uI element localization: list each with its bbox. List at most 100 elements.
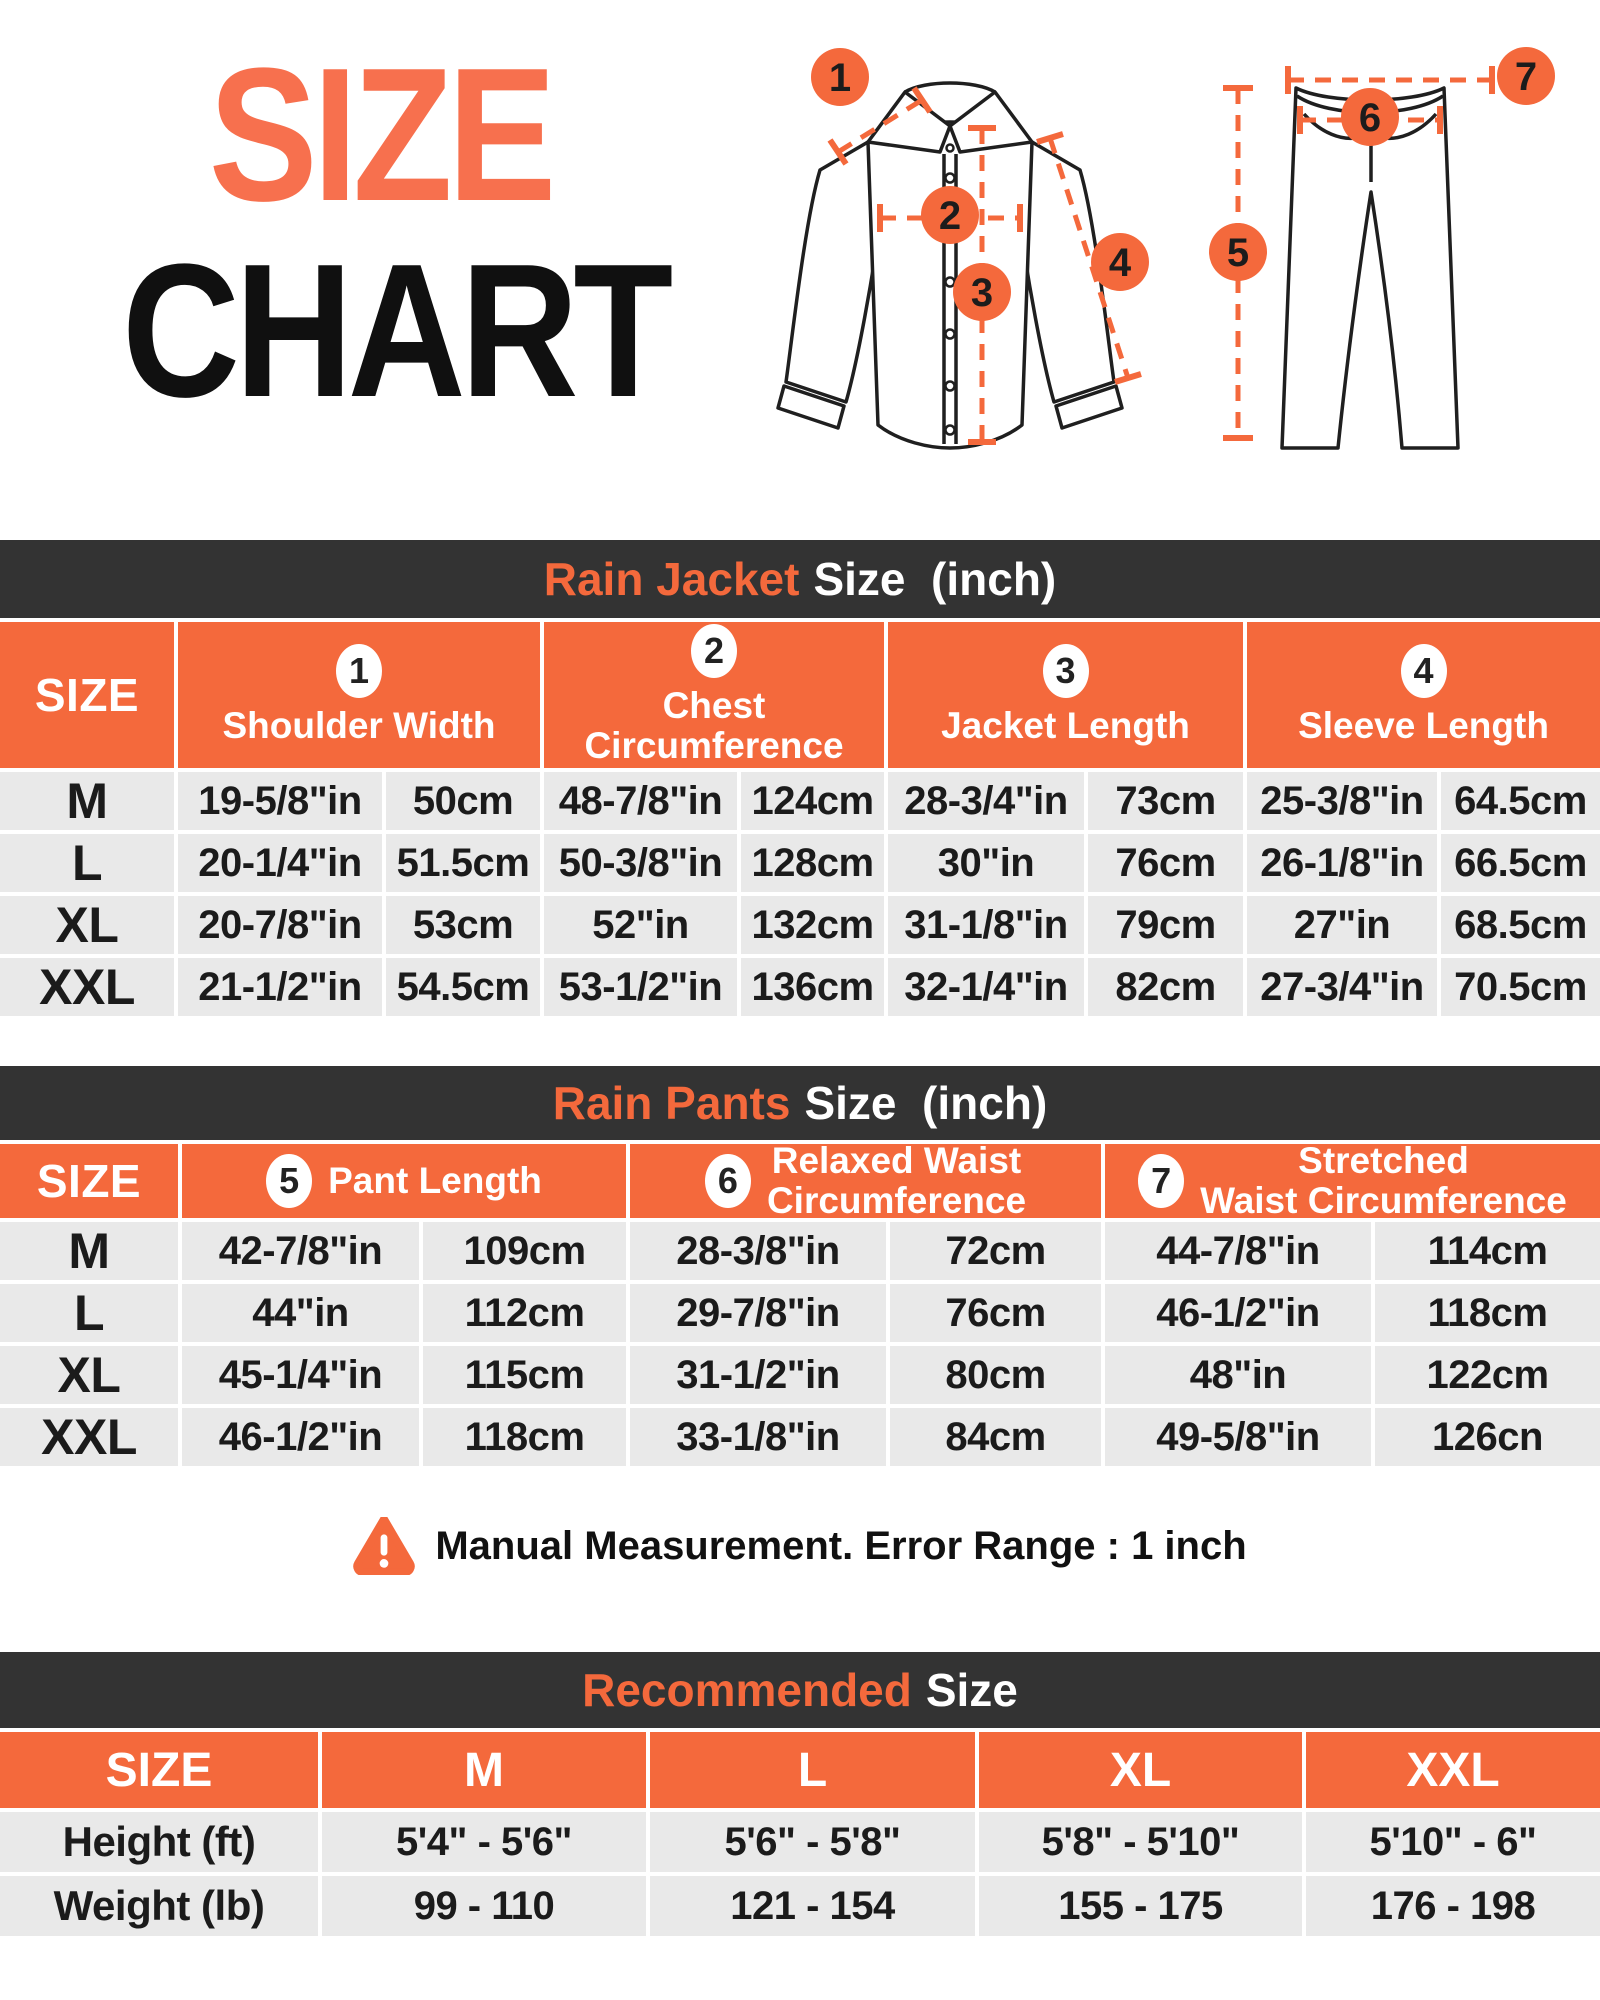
value-cell: 76cm <box>890 1284 1101 1342</box>
column-number-badge: 3 <box>1042 644 1089 699</box>
warning-text: Manual Measurement. Error Range : 1 inch <box>435 1523 1247 1568</box>
marker-circle-5: 5 <box>1209 223 1267 281</box>
value-cell: 76cm <box>1088 834 1243 892</box>
value-cell: 32-1/4"in <box>888 958 1084 1016</box>
value-cell: 70.5cm <box>1441 958 1600 1016</box>
value-cell: 21-1/2"in <box>178 958 382 1016</box>
jacket-table-body: M 19-5/8"in 50cm 48-7/8"in 124cm 28-3/4"… <box>0 772 1600 1016</box>
column-label: Sleeve Length <box>1298 705 1549 747</box>
title-word-chart: CHART <box>122 225 673 437</box>
value-cell: 48-7/8"in <box>544 772 737 830</box>
column-number-badge: 5 <box>266 1154 313 1208</box>
column-number-badge: 1 <box>336 644 382 699</box>
recommended-size-column-label: SIZE <box>0 1732 318 1808</box>
value-cell: 28-3/4"in <box>888 772 1084 830</box>
pants-size-section: Rain Pants Size (inch) SIZE 5 Pant Lengt… <box>0 1066 1600 1466</box>
marker-circle-2: 2 <box>921 186 979 244</box>
value-cell: 28-3/8"in <box>630 1222 886 1280</box>
stretched-waist-measure-line <box>1285 66 1495 94</box>
shoulder-measure-line <box>827 86 933 166</box>
size-cell: XXL <box>0 1408 178 1466</box>
length-measure-line <box>968 125 996 445</box>
size-cell: XL <box>0 896 174 954</box>
value-cell: 19-5/8"in <box>178 772 382 830</box>
value-cell: 33-1/8"in <box>630 1408 886 1466</box>
jacket-column-sleeve: 4 Sleeve Length <box>1247 622 1600 768</box>
value-cell: 27-3/4"in <box>1247 958 1437 1016</box>
value-cell: 20-7/8"in <box>178 896 382 954</box>
sleeve-measure-line <box>1036 131 1142 385</box>
jacket-size-column-label: SIZE <box>0 622 174 768</box>
jacket-header-rest: Size (inch) <box>813 553 1057 605</box>
value-cell: 30"in <box>888 834 1084 892</box>
marker-circle-7: 7 <box>1497 47 1555 105</box>
size-cell: L <box>0 1284 178 1342</box>
svg-text:2: 2 <box>939 194 961 238</box>
value-cell: 44"in <box>182 1284 419 1342</box>
jacket-section-header: Rain Jacket Size (inch) <box>0 540 1600 618</box>
value-cell: 50cm <box>386 772 540 830</box>
row-label-cell: Weight (lb) <box>0 1876 318 1936</box>
shirt-markers: 1 2 3 4 <box>811 48 1149 321</box>
size-cell: XXL <box>0 958 174 1016</box>
value-cell: 112cm <box>423 1284 626 1342</box>
value-cell: 20-1/4"in <box>178 834 382 892</box>
column-label: Chest Circumference <box>584 685 844 766</box>
value-cell: 5'4" - 5'6" <box>322 1812 646 1872</box>
value-cell: 84cm <box>890 1408 1101 1466</box>
value-cell: 99 - 110 <box>322 1876 646 1936</box>
value-cell: 54.5cm <box>386 958 540 1016</box>
value-cell: 132cm <box>741 896 884 954</box>
recommended-table-header-row: SIZE M L XL XXL <box>0 1732 1600 1808</box>
page-title: SIZE CHART <box>80 40 680 426</box>
marker-circle-1: 1 <box>811 48 869 106</box>
recommended-column-xxl: XXL <box>1306 1732 1600 1808</box>
value-cell: 136cm <box>741 958 884 1016</box>
value-cell: 49-5/8"in <box>1105 1408 1371 1466</box>
size-cell: XL <box>0 1346 178 1404</box>
value-cell: 118cm <box>1375 1284 1600 1342</box>
measurement-warning: Manual Measurement. Error Range : 1 inch <box>0 1508 1600 1584</box>
recommended-column-xl: XL <box>979 1732 1302 1808</box>
value-cell: 68.5cm <box>1441 896 1600 954</box>
svg-text:3: 3 <box>971 271 993 315</box>
pants-column-relaxed-waist: 6 Relaxed Waist Circumference <box>630 1140 1101 1221</box>
svg-text:6: 6 <box>1359 96 1381 140</box>
shirt-measure-lines <box>827 86 1142 445</box>
pants-section-header: Rain Pants Size (inch) <box>0 1066 1600 1140</box>
column-label: Relaxed Waist Circumference <box>766 1140 1027 1221</box>
value-cell: 66.5cm <box>1441 834 1600 892</box>
value-cell: 64.5cm <box>1441 772 1600 830</box>
jacket-header-highlight: Rain Jacket <box>543 553 800 605</box>
column-label: Shoulder Width <box>222 705 496 747</box>
jacket-column-chest: 2 Chest Circumference <box>544 622 884 768</box>
column-label: Pant Length <box>328 1160 542 1202</box>
value-cell: 31-1/8"in <box>888 896 1084 954</box>
column-number-badge: 7 <box>1138 1154 1185 1208</box>
pants-header-rest: Size (inch) <box>804 1077 1048 1129</box>
value-cell: 155 - 175 <box>979 1876 1302 1936</box>
value-cell: 45-1/4"in <box>182 1346 419 1404</box>
size-cell: M <box>0 1222 178 1280</box>
size-cell: L <box>0 834 174 892</box>
recommended-column-m: M <box>322 1732 646 1808</box>
column-label: Stretched Waist Circumference <box>1200 1140 1567 1221</box>
pants-table-header-row: SIZE 5 Pant Length 6 Relaxed Waist Circu… <box>0 1140 1600 1221</box>
value-cell: 124cm <box>741 772 884 830</box>
value-cell: 79cm <box>1088 896 1243 954</box>
jacket-table-header-row: SIZE 1 Shoulder Width 2 Chest Circumfere… <box>0 622 1600 768</box>
marker-circle-3: 3 <box>953 263 1011 321</box>
jacket-size-section: Rain Jacket Size (inch) SIZE 1 Shoulder … <box>0 540 1600 1016</box>
svg-text:4: 4 <box>1109 241 1132 285</box>
jacket-column-length: 3 Jacket Length <box>888 622 1243 768</box>
value-cell: 29-7/8"in <box>630 1284 886 1342</box>
svg-text:1: 1 <box>829 56 851 100</box>
recommended-column-l: L <box>650 1732 975 1808</box>
value-cell: 126cn <box>1375 1408 1600 1466</box>
column-number-badge: 2 <box>691 624 737 679</box>
value-cell: 118cm <box>423 1408 626 1466</box>
value-cell: 46-1/2"in <box>1105 1284 1371 1342</box>
value-cell: 46-1/2"in <box>182 1408 419 1466</box>
title-word-size: SIZE <box>208 29 557 241</box>
